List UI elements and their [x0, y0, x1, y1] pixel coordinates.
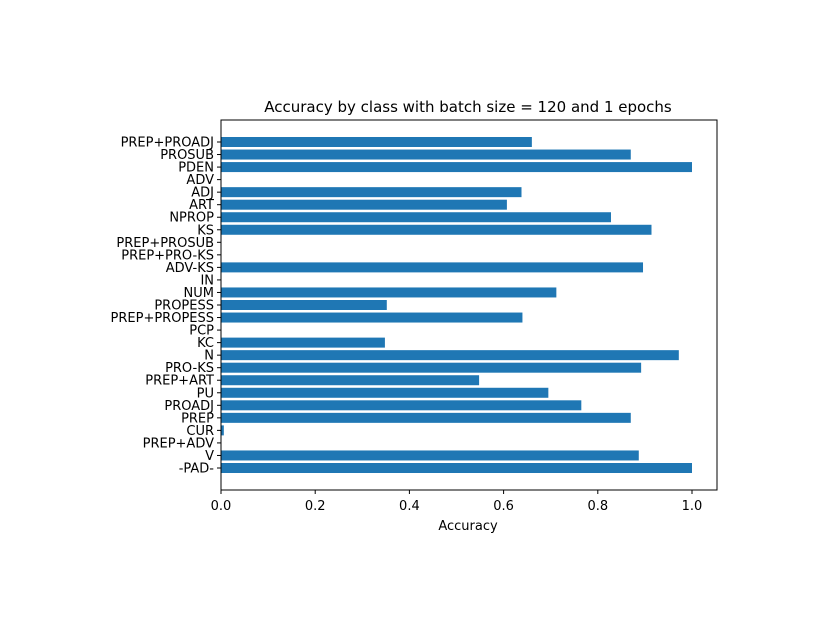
bar: [221, 400, 582, 411]
bar: [221, 149, 631, 160]
bar: [221, 375, 480, 386]
bar: [221, 224, 652, 235]
y-tick-label: KC: [197, 336, 214, 351]
bar: [221, 199, 507, 210]
bar: [221, 387, 549, 398]
x-axis-label: Accuracy: [438, 519, 498, 534]
bar: [221, 337, 385, 348]
x-tick-label: 1.0: [682, 499, 703, 514]
y-tick-label: -PAD-: [179, 462, 215, 477]
bar: [221, 362, 642, 373]
bar: [221, 425, 224, 436]
y-tick-label: PROSUB: [160, 148, 214, 163]
y-tick-label: PROPESS: [154, 299, 214, 314]
y-tick-label: PREP+PROSUB: [116, 236, 214, 251]
y-tick-label: ADV: [186, 173, 214, 188]
y-tick-label: NUM: [184, 286, 214, 301]
y-tick-label: V: [205, 449, 214, 464]
y-tick-label: CUR: [186, 424, 214, 439]
x-tick-label: 0.4: [399, 499, 420, 514]
bar: [221, 350, 679, 361]
bar: [221, 137, 532, 147]
x-tick-label: 0.2: [305, 499, 326, 514]
bar: [221, 300, 387, 310]
bar: [221, 412, 631, 423]
y-tick-label: PRO-KS: [165, 361, 214, 376]
bar: [221, 187, 522, 198]
y-tick-label: PCP: [189, 324, 214, 339]
y-tick-label: PROADJ: [164, 399, 214, 414]
bar: [221, 287, 557, 298]
y-tick-label: IN: [200, 273, 214, 288]
y-tick-label: ADV-KS: [166, 261, 214, 276]
bar: [221, 312, 523, 323]
chart-title: Accuracy by class with batch size = 120 …: [264, 98, 672, 116]
y-axis: -PAD-VPREP+ADVCURPREPPROADJPUPREP+ARTPRO…: [111, 136, 221, 477]
bar: [221, 450, 639, 461]
bars-group: [221, 137, 692, 473]
y-tick-label: PREP+PRO-KS: [121, 248, 214, 263]
y-tick-label: PREP+ART: [145, 374, 214, 389]
y-tick-label: ART: [189, 198, 214, 213]
x-tick-label: 0.0: [211, 499, 232, 514]
bar: [221, 162, 692, 173]
y-tick-label: PU: [197, 386, 214, 401]
x-tick-label: 0.8: [587, 499, 608, 514]
y-tick-label: NPROP: [169, 211, 214, 226]
bar: [221, 463, 692, 473]
y-tick-label: PREP+PROPESS: [111, 311, 214, 326]
x-tick-label: 0.6: [493, 499, 514, 514]
y-tick-label: PREP: [181, 411, 214, 426]
y-tick-label: PREP+ADV: [143, 436, 214, 451]
y-tick-label: PREP+PROADJ: [121, 136, 214, 151]
y-tick-label: PDEN: [178, 161, 214, 176]
bar: [221, 212, 611, 223]
y-tick-label: ADJ: [191, 186, 214, 201]
bar: [221, 262, 644, 273]
y-tick-label: KS: [197, 223, 214, 238]
y-tick-label: N: [204, 349, 214, 364]
x-axis: 0.0 0.2 0.4 0.6 0.8 1.0: [211, 490, 703, 514]
